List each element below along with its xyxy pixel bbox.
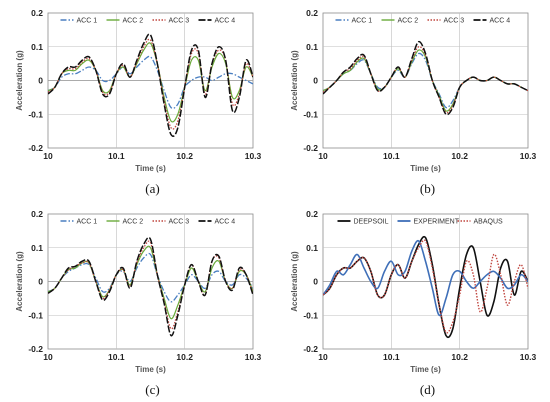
x-tick-label: 10: [43, 352, 53, 362]
x-axis-label: Time (s): [135, 164, 166, 173]
chart-panel-d: 0.2 0.1 0 -0.1 -0.2 10 10.1 10.2 10.3 Time (s) Acc…: [275, 201, 550, 402]
y-axis-label: Acceleration (g): [15, 251, 24, 312]
series-line-acc-4: [48, 33, 253, 137]
legend-item: ACC 3: [152, 18, 190, 25]
series-line-acc-3: [323, 45, 528, 114]
x-axis-label: Time (s): [135, 365, 166, 374]
y-tick-label: -0.2: [28, 344, 43, 354]
y-tick-label: -0.1: [28, 109, 43, 119]
legend-label: ACC 2: [123, 219, 144, 226]
y-tick-label: 0: [38, 277, 43, 287]
y-tick-label: -0.1: [303, 310, 318, 320]
legend-label: ACC 3: [444, 18, 465, 25]
series-line-acc-2: [48, 42, 253, 123]
chart-a: 0.2 0.1 0 -0.1 -0.210 10.1 10.2 10.3 Time (s) Acc…: [15, 8, 262, 196]
legend-label: ACC 3: [169, 219, 190, 226]
legend-label: ACC 1: [77, 18, 98, 25]
x-tick-label: 10.3: [245, 352, 262, 362]
x-axis-label: Time (s): [410, 365, 441, 374]
x-tick-label: 10: [43, 151, 53, 161]
panel-label: (c): [145, 382, 159, 397]
legend-label: ACC 1: [77, 219, 98, 226]
y-tick-label: 0: [313, 76, 318, 86]
x-tick-label: 10: [318, 151, 328, 161]
x-tick-label: 10.3: [245, 151, 262, 161]
legend-item: ACC 1: [60, 219, 98, 226]
x-tick-label: 10.2: [451, 352, 468, 362]
x-tick-label: 10.3: [520, 151, 537, 161]
legend-item: ACC 1: [60, 18, 98, 25]
y-axis-label: Acceleration (g): [15, 50, 24, 111]
x-tick-label: 10.3: [520, 352, 537, 362]
series-line-acc-1: [48, 252, 253, 303]
legend-label: ACC 4: [490, 18, 511, 25]
legend-item: ABAQUS: [457, 219, 504, 226]
series-line-acc-3: [48, 240, 253, 330]
legend-label: EXPERIMENT: [414, 219, 460, 226]
series-line-acc-1: [48, 55, 253, 110]
legend-item: ACC 4: [198, 18, 236, 25]
legend-item: EXPERIMENT: [397, 219, 460, 226]
panel-label: (d): [420, 382, 435, 397]
chart-panel-c: 0.2 0.1 0 -0.1 -0.2 10 10.1 10.2 10.3 Time (s) Acc…: [0, 201, 275, 402]
series-line-acc-4: [323, 40, 528, 116]
legend-item: ACC 2: [106, 18, 144, 25]
x-tick-label: 10.1: [383, 352, 400, 362]
y-tick-label: 0.2: [306, 209, 318, 219]
legend-item: DEEPSOIL: [337, 219, 389, 226]
chart-c: 0.2 0.1 0 -0.1 -0.210 10.1 10.2 10.3 Time (s) Acc…: [15, 209, 262, 397]
series-line-acc-2: [48, 245, 253, 320]
y-tick-label: 0.1: [306, 42, 318, 52]
legend-item: ACC 3: [427, 18, 465, 25]
series-line-acc-4: [48, 236, 253, 337]
y-tick-label: -0.2: [28, 143, 43, 153]
legend-item: ACC 1: [335, 18, 373, 25]
legend-label: ACC 2: [398, 18, 419, 25]
y-tick-label: -0.2: [303, 344, 318, 354]
y-tick-label: 0.2: [31, 8, 43, 18]
legend-label: ABAQUS: [474, 219, 504, 226]
legend-item: ACC 3: [152, 219, 190, 226]
y-axis-label: Acceleration (g): [290, 251, 299, 312]
y-axis-label: Acceleration (g): [290, 50, 299, 111]
legend-label: ACC 4: [215, 18, 236, 25]
legend-label: ACC 1: [352, 18, 373, 25]
x-tick-label: 10.2: [451, 151, 468, 161]
chart-panel-b: 0.2 0.1 0 -0.1 -0.2 10 10.1 10.2 10.3 Time (s) Acc…: [275, 0, 550, 201]
chart-panel-a: 0.2 0.1 0 -0.1 -0.2 10 10.1 10.2 10.3 Time (s) Acc…: [0, 0, 275, 201]
panel-label: (a): [145, 181, 159, 196]
y-tick-label: 0.1: [306, 243, 318, 253]
legend-label: ACC 4: [215, 219, 236, 226]
x-axis-label: Time (s): [410, 164, 441, 173]
x-tick-label: 10: [318, 352, 328, 362]
panel-label: (b): [420, 181, 435, 196]
legend-label: DEEPSOIL: [354, 219, 389, 226]
x-tick-label: 10.1: [108, 352, 125, 362]
y-tick-label: -0.1: [303, 109, 318, 119]
legend-item: ACC 4: [473, 18, 511, 25]
y-tick-label: 0.1: [31, 42, 43, 52]
legend-item: ACC 4: [198, 219, 236, 226]
series-line-experiment: [323, 239, 528, 317]
legend-item: ACC 2: [381, 18, 419, 25]
y-tick-label: 0: [313, 277, 318, 287]
y-tick-label: -0.1: [28, 310, 43, 320]
y-tick-label: 0.1: [31, 243, 43, 253]
legend-item: ACC 2: [106, 219, 144, 226]
chart-d: 0.2 0.1 0 -0.1 -0.210 10.1 10.2 10.3 Time (s) Acc…: [290, 209, 537, 397]
chart-b: 0.2 0.1 0 -0.1 -0.210 10.1 10.2 10.3 Time (s) Acc…: [290, 8, 537, 196]
x-tick-label: 10.1: [108, 151, 125, 161]
y-tick-label: -0.2: [303, 143, 318, 153]
x-tick-label: 10.2: [176, 352, 193, 362]
legend-label: ACC 2: [123, 18, 144, 25]
y-tick-label: 0.2: [306, 8, 318, 18]
y-tick-label: 0.2: [31, 209, 43, 219]
x-tick-label: 10.2: [176, 151, 193, 161]
series-line-abaqus: [323, 239, 528, 334]
x-tick-label: 10.1: [383, 151, 400, 161]
legend-label: ACC 3: [169, 18, 190, 25]
series-line-acc-3: [48, 38, 253, 130]
y-tick-label: 0: [38, 76, 43, 86]
